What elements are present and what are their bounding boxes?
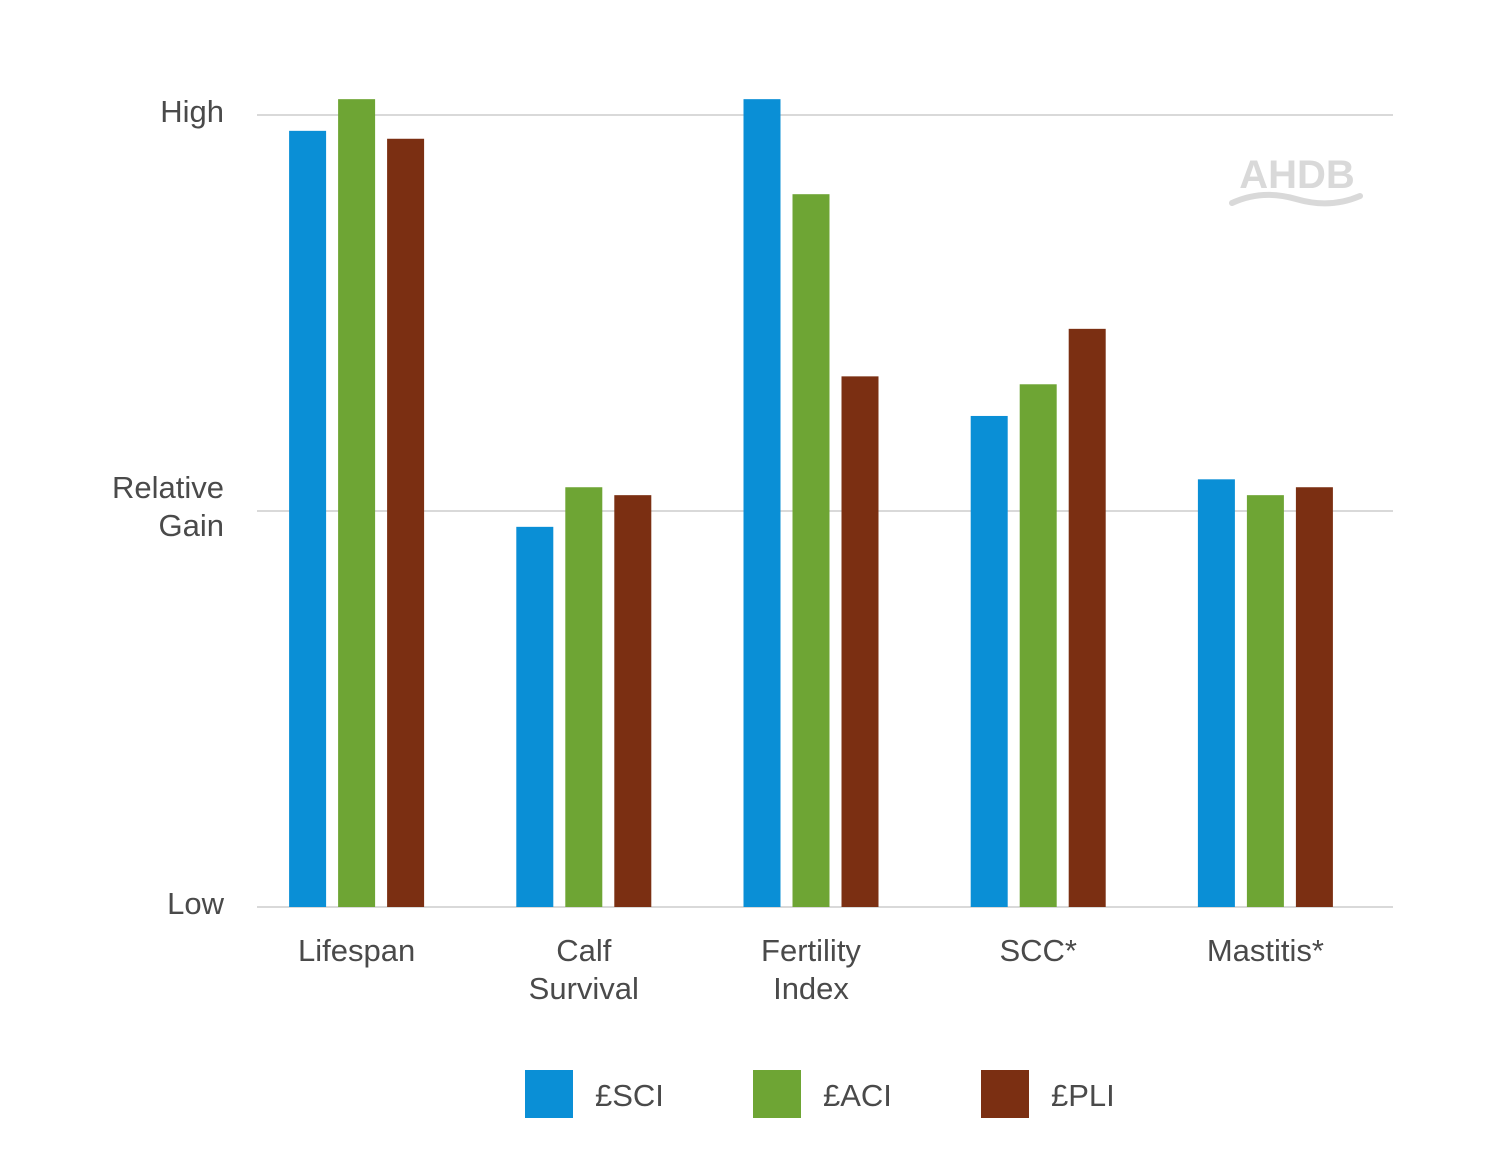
bar [516,526,554,907]
bar [970,415,1008,907]
bar [1295,487,1333,907]
bar [387,138,425,907]
category-label: SCC* [999,933,1077,968]
bars [289,99,1333,908]
category-label: Fertility [761,933,861,968]
bar [289,130,327,908]
bar [565,487,603,907]
bar [1019,384,1057,907]
logo-text: AHDB [1239,153,1355,197]
bar [841,376,879,907]
legend-label: £SCI [595,1078,664,1113]
logo-wave [1229,191,1363,207]
category-label: Survival [529,971,639,1006]
category-label: Mastitis* [1207,933,1324,968]
category-label: Index [773,971,849,1006]
legend-swatch [753,1070,801,1118]
bar [614,495,652,907]
legend-label: £ACI [823,1078,892,1113]
y-tick-label: Low [167,886,224,921]
bar [1246,495,1284,907]
bar [792,194,830,907]
bar [743,99,781,907]
bar [1068,328,1106,908]
legend: £SCI £ACI £PLI [525,1070,1115,1118]
legend-label: £PLI [1051,1078,1115,1113]
y-tick-label: Relative [112,470,224,505]
category-label: Calf [556,933,612,968]
bar [338,99,376,907]
y-tick-label: High [160,94,224,129]
legend-swatch [525,1070,573,1118]
bar [1197,479,1235,907]
y-tick-label: Gain [159,508,224,543]
legend-swatch [981,1070,1029,1118]
category-label: Lifespan [298,933,415,968]
ahdb-logo: AHDB [1229,153,1363,207]
